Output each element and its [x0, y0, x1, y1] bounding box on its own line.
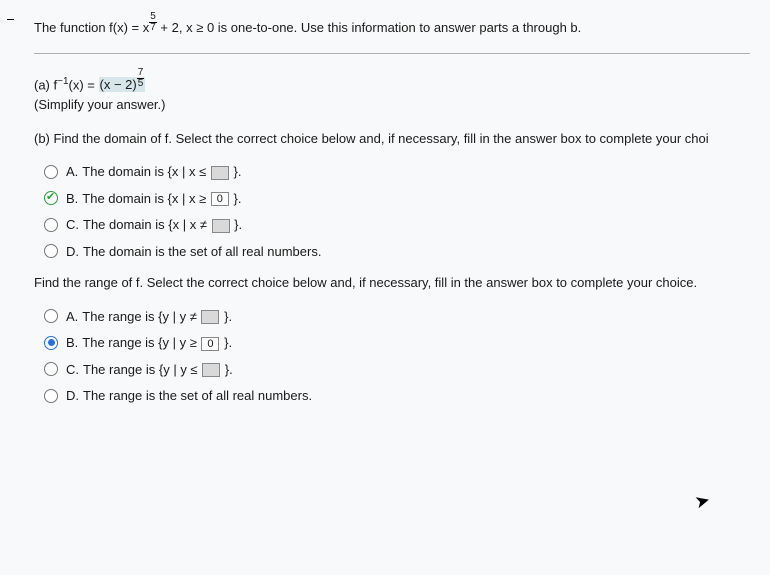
radio-icon[interactable]	[44, 336, 58, 350]
range-option-c[interactable]: C.The range is {y | y ≤ }.	[44, 360, 750, 380]
range-option-b[interactable]: B.The range is {y | y ≥ 0 }.	[44, 333, 750, 353]
range-options: A.The range is {y | y ≠ }. B.The range i…	[44, 307, 750, 406]
answer-box[interactable]: 0	[201, 337, 219, 351]
worksheet: The function f(x) = x57 + 2, x ≥ 0 is on…	[0, 0, 770, 575]
domain-option-c[interactable]: C.The domain is {x | x ≠ }.	[44, 215, 750, 235]
problem-prefix: The function f(x) = x	[34, 20, 149, 35]
range-prompt: Find the range of f. Select the correct …	[34, 273, 750, 293]
domain-option-a[interactable]: A.The domain is {x | x ≤ }.	[44, 162, 750, 182]
part-b-prompt: (b) Find the domain of f. Select the cor…	[34, 129, 750, 149]
divider	[34, 53, 750, 54]
part-a-equation: (a) f−1(x) = (x − 2)75	[34, 74, 750, 95]
answer-box[interactable]: 0	[211, 192, 229, 206]
answer-box[interactable]	[202, 363, 220, 377]
part-a: (a) f−1(x) = (x − 2)75 (Simplify your an…	[34, 74, 750, 115]
exponent-fraction: 57	[149, 12, 157, 33]
radio-icon[interactable]	[44, 244, 58, 258]
range-option-a[interactable]: A.The range is {y | y ≠ }.	[44, 307, 750, 327]
domain-options: A.The domain is {x | x ≤ }. B.The domain…	[44, 162, 750, 261]
problem-suffix: + 2, x ≥ 0 is one-to-one. Use this infor…	[157, 20, 581, 35]
radio-icon[interactable]	[44, 389, 58, 403]
radio-check-icon[interactable]	[44, 191, 58, 205]
domain-option-b[interactable]: B.The domain is {x | x ≥ 0 }.	[44, 189, 750, 209]
part-a-answer: (x − 2)75	[99, 77, 146, 92]
range-option-d[interactable]: D.The range is the set of all real numbe…	[44, 386, 750, 406]
problem-statement: The function f(x) = x57 + 2, x ≥ 0 is on…	[34, 18, 750, 39]
answer-box[interactable]	[212, 219, 230, 233]
answer-box[interactable]	[211, 166, 229, 180]
radio-icon[interactable]	[44, 218, 58, 232]
part-a-hint: (Simplify your answer.)	[34, 95, 750, 115]
radio-icon[interactable]	[44, 362, 58, 376]
radio-icon[interactable]	[44, 309, 58, 323]
page-edge-fraction	[6, 8, 15, 32]
domain-option-d[interactable]: D.The domain is the set of all real numb…	[44, 242, 750, 262]
radio-icon[interactable]	[44, 165, 58, 179]
answer-box[interactable]	[201, 310, 219, 324]
